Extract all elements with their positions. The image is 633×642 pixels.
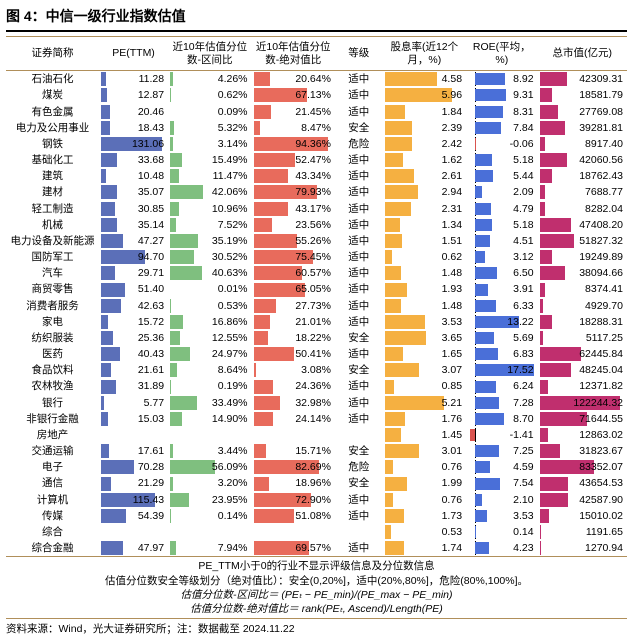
- table-row: 机械35.147.52%23.56%适中1.345.1847408.20: [6, 217, 627, 233]
- col-abs: 近10年估值分位数-绝对值比: [252, 37, 335, 71]
- table-row: 综合0.530.141191.65: [6, 524, 627, 540]
- table-row: 农林牧渔31.890.19%24.36%适中0.856.2412371.82: [6, 378, 627, 394]
- table-row: 建筑10.4811.47%43.34%适中2.615.4418762.43: [6, 168, 627, 184]
- table-row: 电力及公用事业18.435.32%8.47%安全2.397.8439281.81: [6, 120, 627, 136]
- source-note: 资料来源：Wind，光大证券研究所；注：数据截至 2024.11.22: [6, 619, 627, 638]
- col-pe: PE(TTM): [99, 37, 168, 71]
- table-row: 商贸零售51.400.01%65.05%适中1.933.918374.41: [6, 281, 627, 297]
- table-row: 非银行金融15.0314.90%24.14%适中1.768.7071644.55: [6, 411, 627, 427]
- table-notes: PE_TTM小于0的行业不显示评级信息及分位数信息估值分位数安全等级划分（绝对值…: [6, 556, 627, 619]
- table-row: 有色金属20.460.09%21.45%适中1.848.3127769.08: [6, 104, 627, 120]
- table-row: 计算机115.4323.95%72.90%适中0.762.1042587.90: [6, 492, 627, 508]
- table-row: 消费者服务42.630.53%27.73%适中1.486.334929.70: [6, 298, 627, 314]
- col-grade: 等级: [335, 37, 383, 71]
- col-div: 股息率(近12个月，%): [383, 37, 466, 71]
- table-row: 国防军工94.7030.52%75.45%适中0.623.1219249.89: [6, 249, 627, 265]
- table-row: 综合金融47.977.94%69.57%适中1.744.231270.94: [6, 540, 627, 556]
- table-row: 基础化工33.6815.49%52.47%适中1.625.1842060.56: [6, 152, 627, 168]
- col-mktcap: 总市值(亿元): [538, 37, 627, 71]
- table-row: 银行5.7733.49%32.98%适中5.217.28122244.32: [6, 395, 627, 411]
- table-row: 轻工制造30.8510.96%43.17%适中2.314.798282.04: [6, 201, 627, 217]
- col-range: 近10年估值分位数-区间比: [168, 37, 251, 71]
- table-row: 纺织服装25.3612.55%18.22%安全3.655.695117.25: [6, 330, 627, 346]
- table-row: 钢铁131.063.14%94.36%危险2.42-0.068917.40: [6, 136, 627, 152]
- table-row: 煤炭12.870.62%67.13%适中5.969.3118581.79: [6, 87, 627, 103]
- table-row: 电子70.2856.09%82.69%危险0.764.5983352.07: [6, 459, 627, 475]
- table-row: 建材35.0742.06%79.93%适中2.942.097688.77: [6, 184, 627, 200]
- table-row: 医药40.4324.97%50.41%适中1.656.8362445.84: [6, 346, 627, 362]
- table-row: 家电15.7216.86%21.01%适中3.5313.2218288.31: [6, 314, 627, 330]
- table-row: 汽车29.7140.63%60.57%适中1.486.5038094.66: [6, 265, 627, 281]
- table-row: 电力设备及新能源47.2735.19%55.26%适中1.514.5151827…: [6, 233, 627, 249]
- valuation-table: 证券简称PE(TTM)近10年估值分位数-区间比近10年估值分位数-绝对值比等级…: [6, 36, 627, 556]
- table-row: 通信21.293.20%18.96%安全1.997.5443654.53: [6, 475, 627, 491]
- table-row: 房地产1.45-1.4112863.02: [6, 427, 627, 443]
- table-row: 传媒54.390.14%51.08%适中1.733.5315010.02: [6, 508, 627, 524]
- table-row: 石油石化11.284.26%20.64%适中4.588.9242309.31: [6, 71, 627, 88]
- col-name: 证券简称: [6, 37, 99, 71]
- col-roe: ROE(平均，%): [466, 37, 538, 71]
- table-row: 食品饮料21.618.64%3.08%安全3.0717.5248245.04: [6, 362, 627, 378]
- chart-title: 图 4：中信一级行业指数估值: [6, 4, 627, 32]
- table-row: 交通运输17.613.44%15.71%安全3.017.2531823.67: [6, 443, 627, 459]
